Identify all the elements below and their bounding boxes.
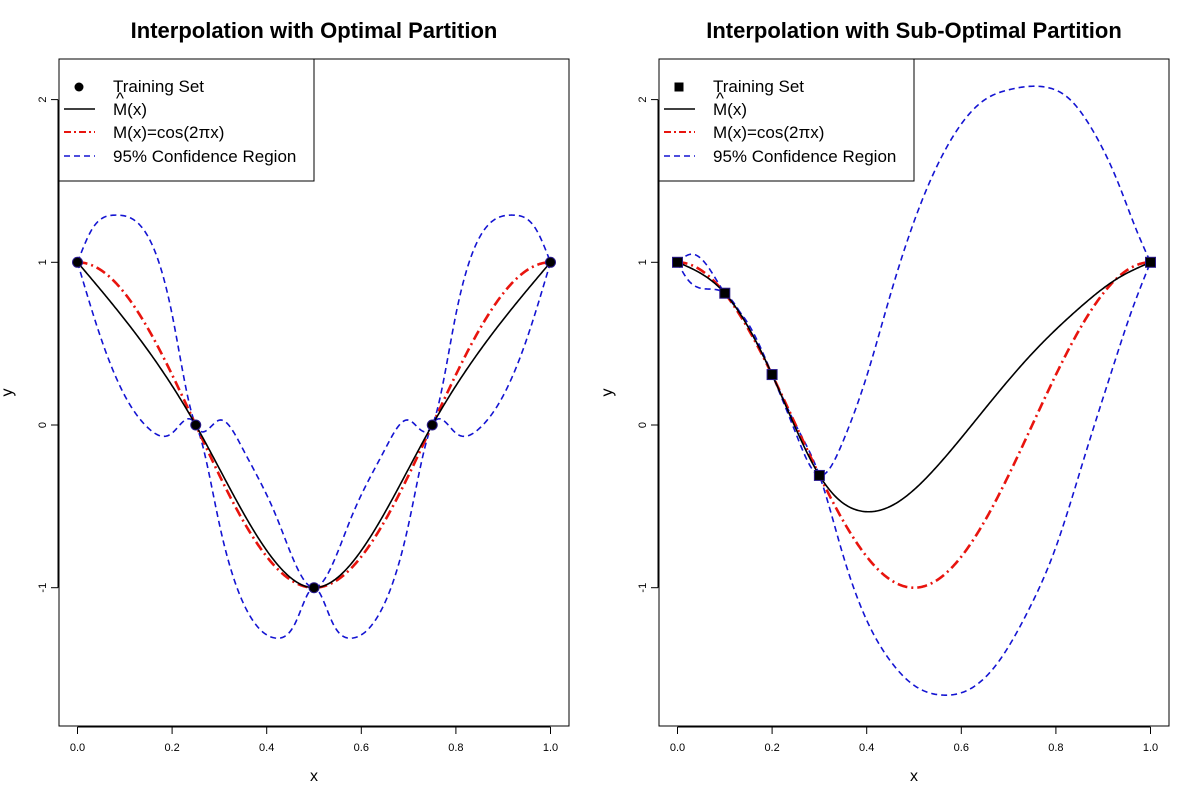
legend-label-true: M(x)=cos(2πx) [713,123,824,142]
x-tick-label: 0.0 [670,742,685,754]
y-axis-label: y [0,389,16,397]
x-tick-label: 0.6 [354,742,369,754]
confidence-upper-line [76,214,552,589]
x-axis-label: x [310,768,318,785]
confidence-lower-line [676,261,1152,696]
training-point [766,369,778,381]
legend-hat-accent: ^ [116,89,124,108]
legend-label-true: M(x)=cos(2πx) [113,123,224,142]
confidence-lower-line [76,262,552,640]
legend-label-confidence: 95% Confidence Region [113,147,296,166]
legend: Training Set M(x)^ M(x)=cos(2πx) 95% Confid… [658,58,915,182]
confidence-upper-line [676,85,1152,477]
legend-label-fit: M(x) [713,100,747,119]
training-point [545,256,556,268]
y-tick-label: 1 [37,259,49,265]
fitted-line [677,261,1151,513]
y-tick-label: 1 [637,259,649,265]
y-tick-label: 0 [37,422,49,428]
legend-label-training: Training Set [713,77,804,96]
x-tick-label: 0.2 [164,742,179,754]
x-tick-label: 1.0 [543,742,558,754]
training-point [72,256,83,268]
legend-box [658,58,915,182]
x-axis-label: x [910,768,918,785]
y-axis-label: y [599,389,616,397]
y-tick-label: 2 [37,97,49,103]
x-tick-label: 0.8 [1048,742,1063,754]
training-point [190,419,202,431]
fitted-line [76,261,552,589]
legend-label-confidence: 95% Confidence Region [713,147,896,166]
x-tick-label: 0.0 [70,742,85,754]
x-tick-label: 0.4 [259,742,274,754]
training-point [308,582,320,594]
plot-curves [676,85,1152,696]
training-point [426,419,438,431]
legend-marker-training [74,82,84,92]
chart-title: Interpolation with Optimal Partition [131,18,498,43]
legend-label-training: Training Set [113,77,204,96]
y-tick-label: 0 [637,422,649,428]
legend-marker-training [674,82,684,92]
x-tick-label: 1.0 [1143,742,1158,754]
training-point [1145,256,1156,268]
y-tick-label: -1 [37,583,49,593]
true-function-line [77,261,551,590]
training-point [813,469,825,481]
x-tick-label: 0.8 [448,742,463,754]
legend: Training Set M(x)^ M(x)=cos(2πx) 95% Confid… [58,58,315,182]
legend-box [58,58,315,182]
chart-panel-optimal: Interpolation with Optimal Partition 0.0 0… [0,18,570,785]
y-tick-label: -1 [637,583,649,593]
plot-curves [76,214,552,640]
legend-hat-accent: ^ [716,89,724,108]
training-point [719,287,731,299]
chart-panel-suboptimal: Interpolation with Sub-Optimal Partition… [599,18,1170,785]
y-tick-label: 2 [637,97,649,103]
chart-title: Interpolation with Sub-Optimal Partition [706,18,1122,43]
true-function-line [677,261,1151,590]
x-tick-label: 0.4 [859,742,874,754]
legend-label-fit: M(x) [113,100,147,119]
x-tick-label: 0.2 [764,742,779,754]
training-point [672,256,683,268]
x-tick-label: 0.6 [954,742,969,754]
